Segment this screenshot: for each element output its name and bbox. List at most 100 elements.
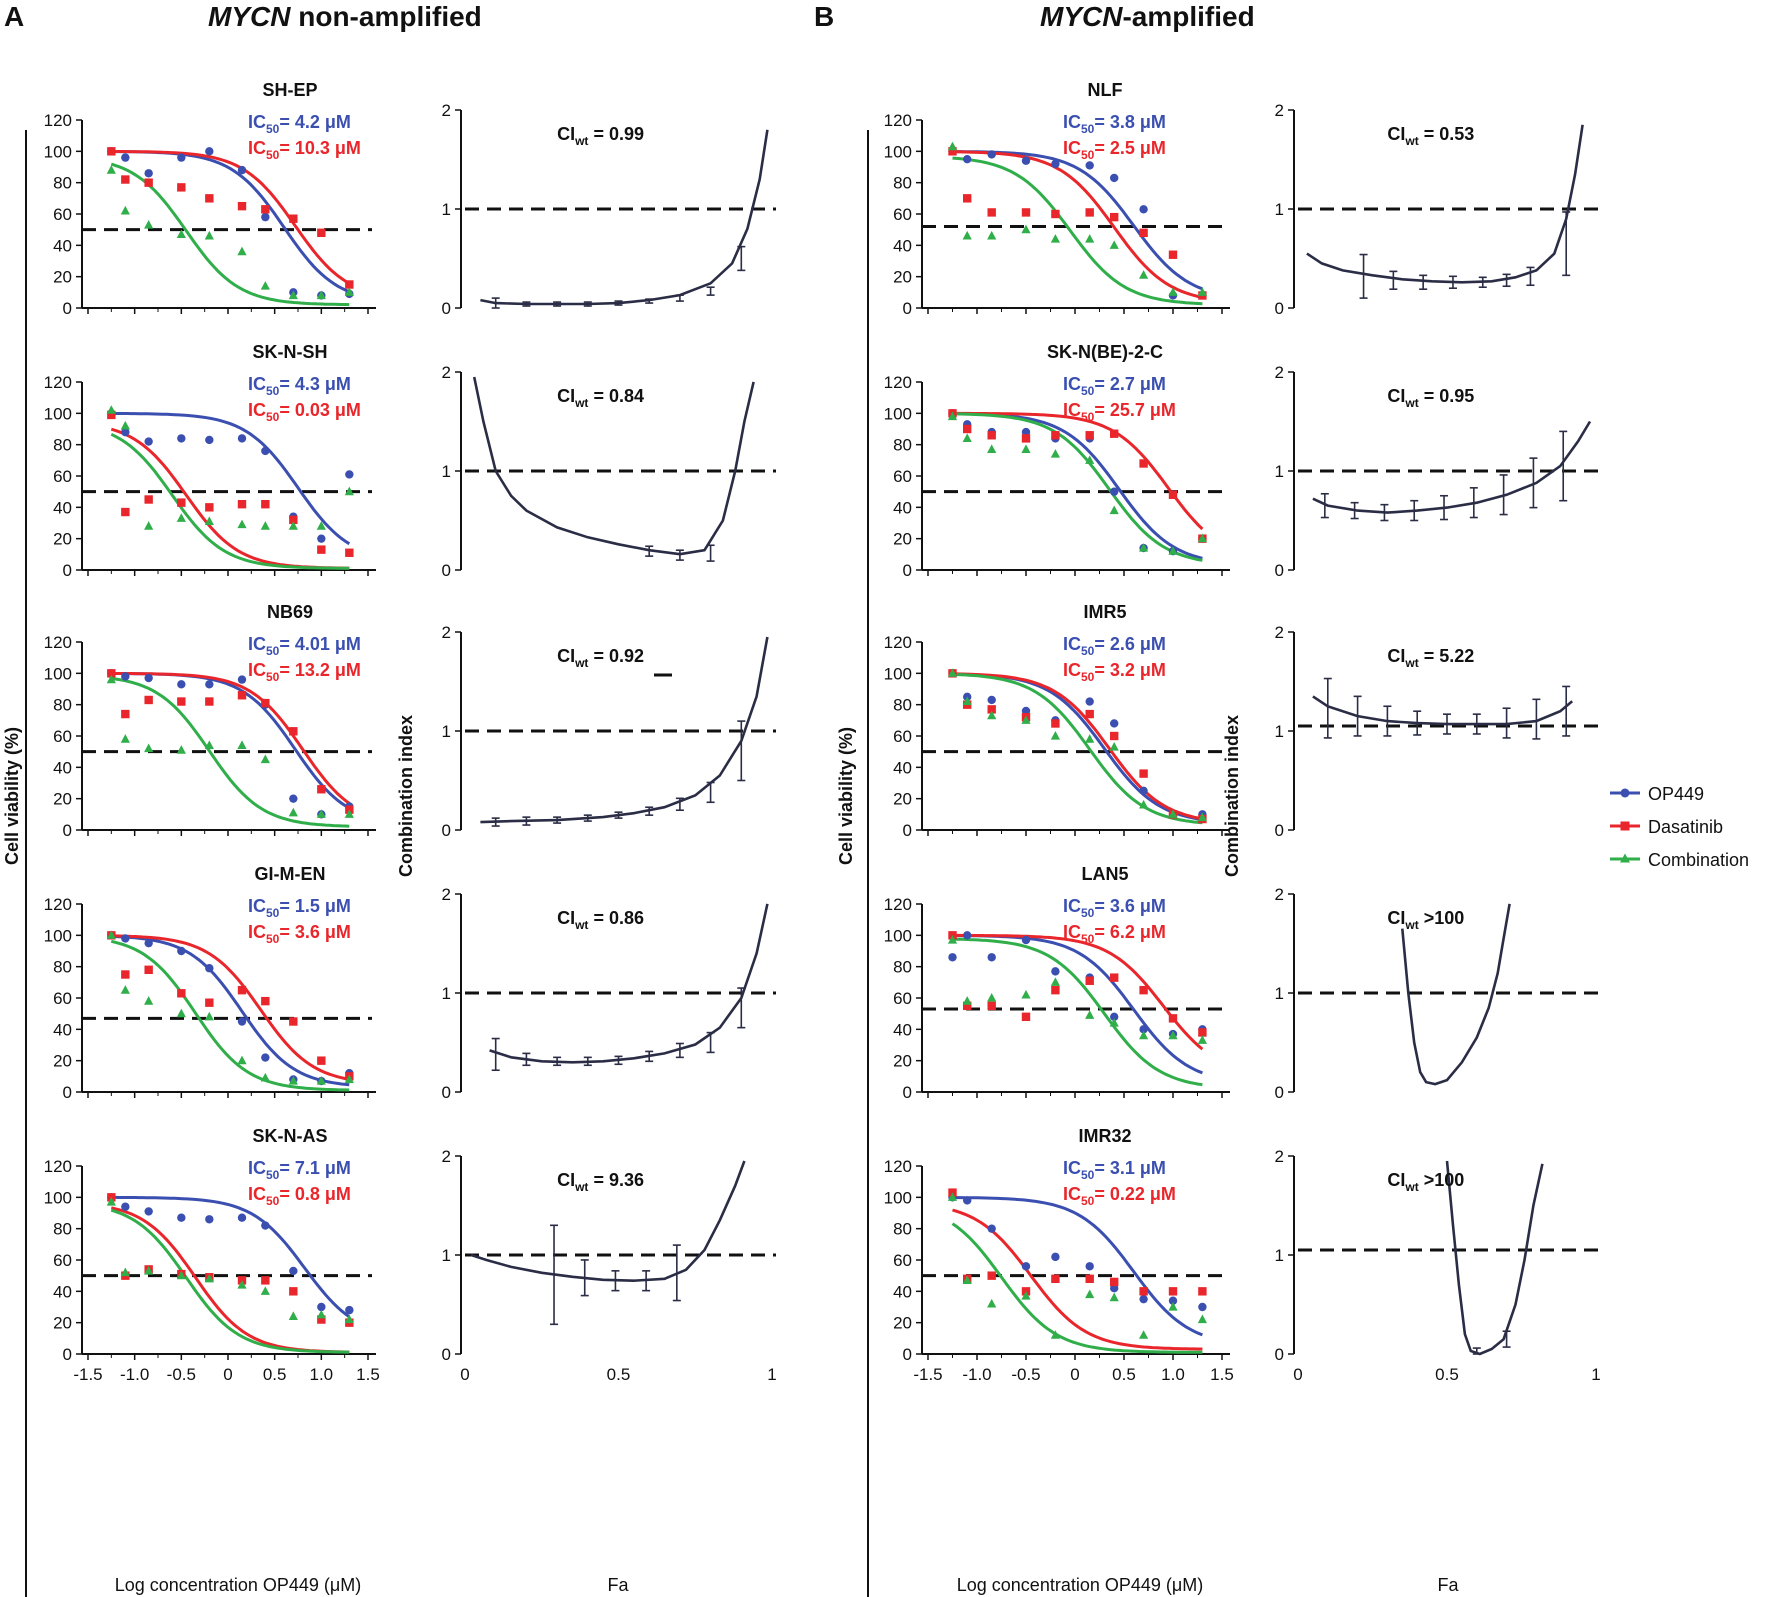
viability-y-tick-label: 20 — [893, 1314, 912, 1333]
data-point-combination — [1085, 1010, 1095, 1019]
data-point-combination — [1021, 224, 1031, 234]
cell-line-title: LAN5 — [1081, 864, 1128, 884]
ci-y-tick-label: 0 — [442, 1345, 451, 1364]
ic50-dasatinib-value: = 13.2 μM — [279, 660, 361, 680]
ci-y-tick-label: 0 — [442, 299, 451, 318]
data-point-combination — [1168, 809, 1178, 818]
data-point-combination — [1050, 977, 1060, 986]
fit-curve-dasatinib — [952, 150, 1203, 299]
data-point-combination — [1109, 1018, 1119, 1027]
viability-y-tick-label: 20 — [53, 790, 72, 809]
data-point-combination — [1021, 444, 1031, 453]
ci-wt-value: >100 — [1419, 1170, 1465, 1190]
ic50-subscript: 50 — [266, 148, 280, 162]
data-point-combination — [316, 521, 326, 530]
data-point-dasatinib — [963, 194, 972, 203]
viability-y-tick-label: 60 — [53, 989, 72, 1008]
viability-y-tick-label: 60 — [893, 205, 912, 224]
ci-wt-value: = 9.36 — [588, 1170, 644, 1190]
data-point-dasatinib — [121, 970, 130, 979]
fit-curve-op449 — [111, 412, 351, 546]
data-point-combination — [1139, 1030, 1149, 1040]
data-point-op449 — [121, 672, 130, 681]
ic50-subscript: 50 — [266, 932, 280, 946]
ci-wt-label: CIwt >100 — [1387, 1170, 1464, 1194]
data-point-combination — [1109, 741, 1119, 751]
viability-y-tick-label: 80 — [893, 436, 912, 455]
data-point-op449 — [948, 953, 957, 962]
data-point-op449 — [177, 1213, 186, 1222]
data-point-combination — [1021, 989, 1031, 999]
data-point-dasatinib — [1085, 431, 1094, 440]
ci-x-tick-label: 1 — [767, 1365, 776, 1384]
data-point-combination — [176, 1270, 186, 1280]
data-point-dasatinib — [237, 985, 247, 995]
panel-a-letter: A — [4, 1, 24, 32]
data-point-op449 — [1139, 1025, 1148, 1034]
fit-curve-dasatinib — [952, 1208, 1203, 1351]
ci-wt-value: = 0.99 — [588, 124, 644, 144]
viability-y-tick-label: 20 — [893, 268, 912, 287]
ci-y-tick-label: 2 — [442, 1147, 451, 1166]
data-point-dasatinib — [289, 1287, 298, 1296]
data-point-op449 — [1085, 697, 1094, 706]
data-point-dasatinib — [289, 515, 298, 525]
viability-x-tick-label: 0 — [223, 1365, 232, 1384]
viability-y-tick-label: 40 — [893, 758, 912, 777]
viability-y-tick-label: 80 — [893, 1220, 912, 1239]
data-point-op449 — [205, 964, 214, 973]
data-point-op449 — [1139, 205, 1148, 214]
viability-y-tick-label: 80 — [53, 436, 72, 455]
data-point-combination — [962, 696, 972, 706]
data-point-dasatinib — [1168, 250, 1178, 259]
data-point-dasatinib — [205, 697, 214, 706]
viability-y-tick-label: 100 — [884, 1188, 912, 1207]
ci-wt-value: = 0.95 — [1419, 386, 1475, 406]
panel-a-ylabel-ci: Combination index — [396, 715, 416, 877]
data-point-op449 — [237, 1017, 247, 1026]
data-point-dasatinib — [987, 1001, 996, 1011]
data-point-combination — [1050, 234, 1060, 243]
data-point-combination — [947, 141, 958, 151]
viability-y-tick-label: 80 — [53, 696, 72, 715]
fit-curve-combination — [110, 939, 350, 1092]
ci-wt-label: CIwt >100 — [1387, 908, 1464, 932]
data-point-op449 — [1168, 1296, 1178, 1305]
data-point-combination — [176, 1008, 186, 1018]
data-point-op449 — [963, 931, 972, 940]
ic50-subscript: 50 — [1081, 122, 1095, 136]
ci-wt-subscript: wt — [1404, 396, 1418, 410]
ic50-op449-value: = 4.3 μM — [279, 374, 351, 394]
data-point-dasatinib — [1021, 208, 1031, 217]
ci-wt-value: = 0.53 — [1419, 124, 1475, 144]
data-point-combination — [106, 165, 116, 174]
data-point-combination — [1050, 1330, 1060, 1339]
cell-line-title: SK-N-SH — [253, 342, 328, 362]
data-point-combination — [1197, 533, 1207, 543]
data-point-combination — [1197, 1314, 1207, 1324]
viability-x-tick-label: -1.5 — [73, 1365, 102, 1384]
ic50-dasatinib-value: = 25.7 μM — [1094, 400, 1176, 420]
viability-y-tick-label: 0 — [903, 299, 912, 318]
data-point-combination — [1139, 1330, 1149, 1339]
ci-y-tick-label: 0 — [1275, 821, 1284, 840]
data-point-dasatinib — [289, 1017, 298, 1026]
viability-y-tick-label: 0 — [903, 1083, 912, 1102]
data-point-dasatinib — [1139, 769, 1148, 778]
ci-x-tick-label: 0.5 — [607, 1365, 631, 1384]
legend-marker-dasatinib — [1620, 821, 1630, 831]
ci-wt-label: CIwt = 9.36 — [557, 1170, 644, 1194]
ci-curve — [1312, 695, 1574, 726]
data-point-dasatinib — [1168, 1287, 1178, 1296]
viability-y-tick-label: 120 — [44, 111, 72, 130]
data-point-op449 — [205, 147, 214, 156]
data-point-dasatinib — [987, 431, 996, 440]
data-point-dasatinib — [317, 228, 326, 237]
data-point-combination — [144, 219, 154, 229]
viability-y-tick-label: 20 — [53, 530, 72, 549]
data-point-dasatinib — [1110, 1277, 1119, 1287]
ci-y-tick-label: 2 — [1275, 623, 1284, 642]
ci-y-tick-label: 1 — [1275, 984, 1284, 1003]
